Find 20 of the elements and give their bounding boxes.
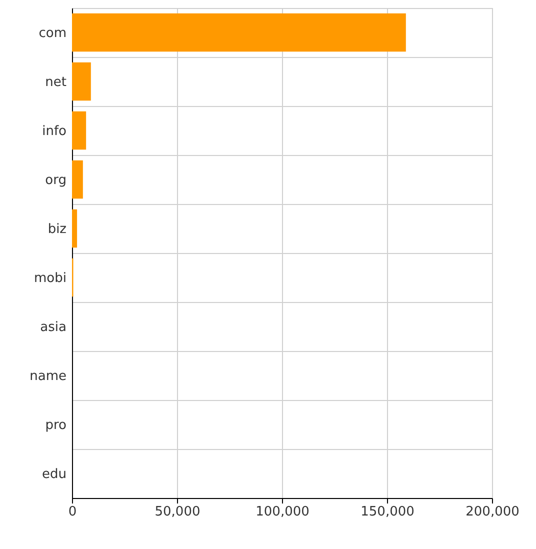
bar [72, 209, 78, 248]
x-tick-label: 150,000 [360, 504, 414, 520]
y-tick-label: asia [40, 320, 66, 335]
x-tick-label: 100,000 [256, 504, 310, 520]
y-tick-label: org [45, 173, 66, 188]
bar [72, 13, 406, 52]
x-tick-label: 200,000 [466, 504, 520, 520]
y-tick-label: biz [48, 222, 67, 237]
y-tick-label: name [30, 369, 66, 384]
bar [72, 62, 91, 101]
x-tick-label: 50,000 [154, 504, 200, 520]
y-tick-label: com [38, 26, 66, 41]
y-tick-label: pro [45, 418, 67, 433]
x-tick-label: 0 [68, 504, 77, 520]
y-tick-label: info [42, 124, 67, 139]
bar [72, 111, 86, 150]
y-tick-label: net [45, 75, 66, 90]
y-tick-label: mobi [34, 271, 66, 286]
bar [72, 160, 83, 199]
y-tick-label: edu [42, 467, 66, 482]
